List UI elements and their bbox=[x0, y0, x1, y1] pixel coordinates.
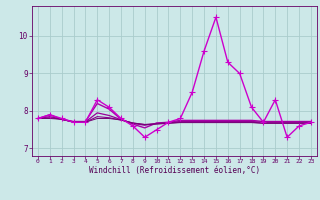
X-axis label: Windchill (Refroidissement éolien,°C): Windchill (Refroidissement éolien,°C) bbox=[89, 166, 260, 175]
